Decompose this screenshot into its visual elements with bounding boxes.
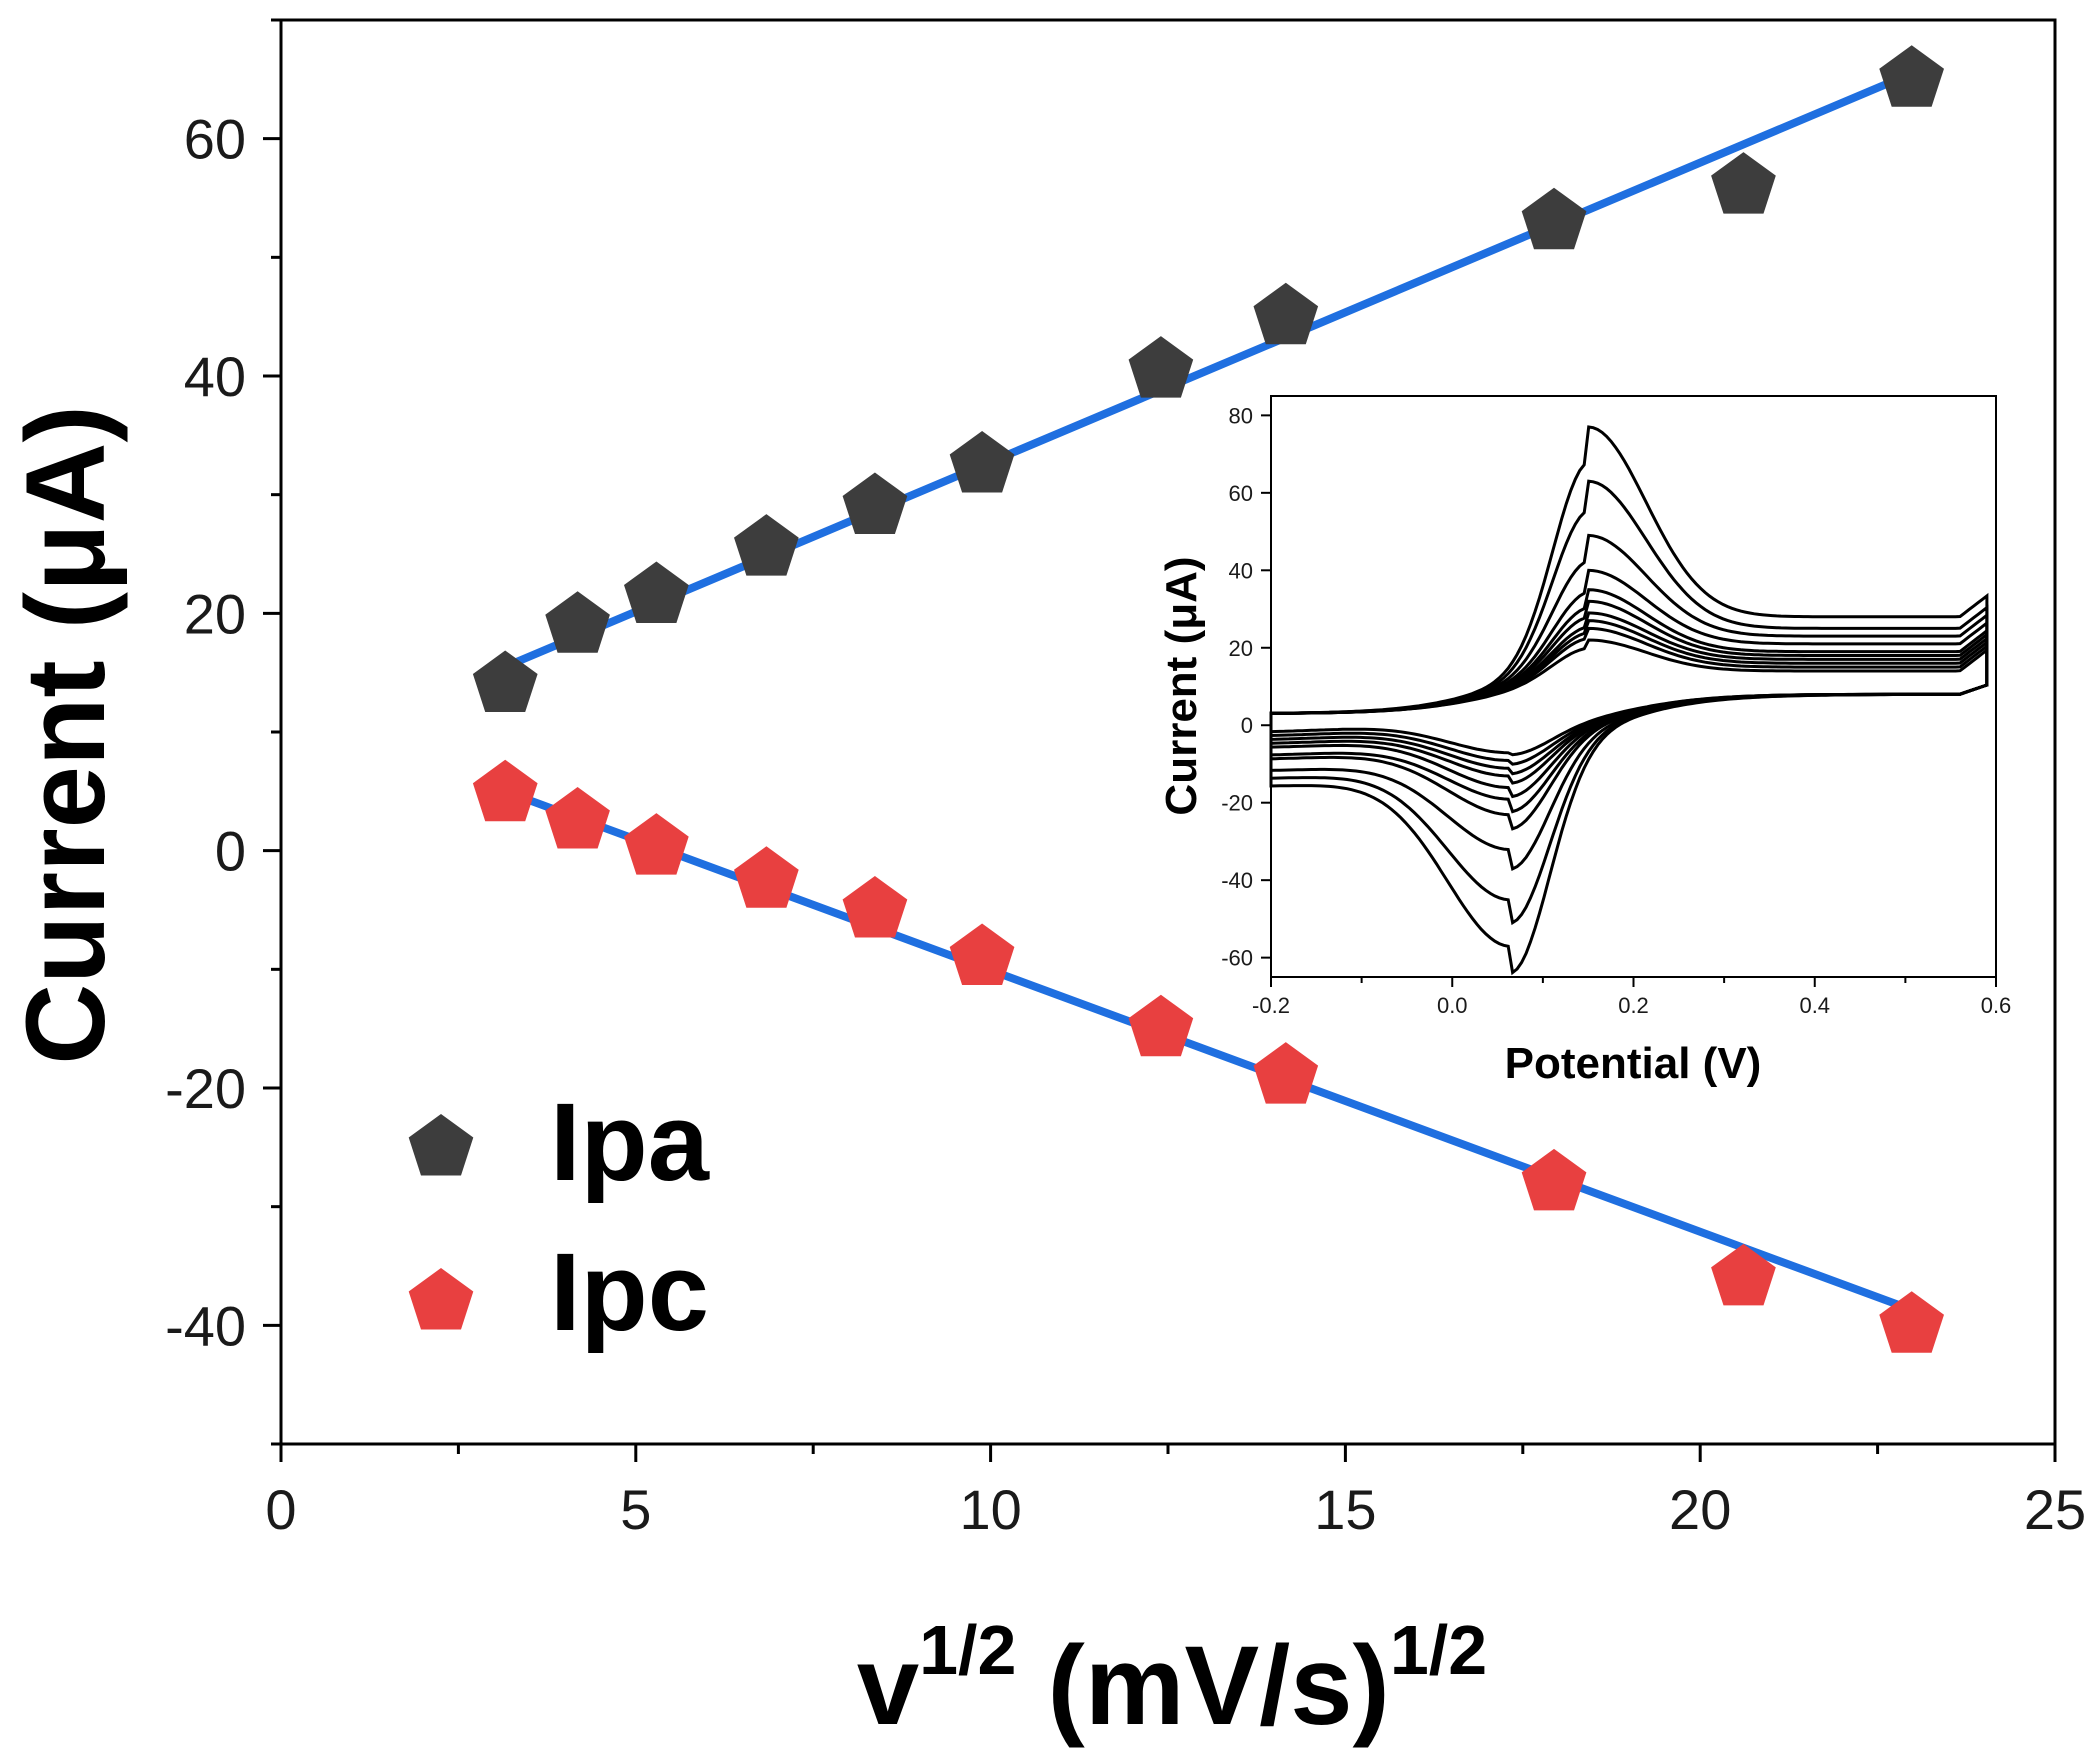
x-tick-label: 0 [265, 1478, 296, 1541]
inset-cv-curves [1269, 425, 1989, 976]
inset-x-tick-label: 0.6 [1981, 993, 2012, 1018]
y-tick-label: 0 [215, 820, 246, 883]
data-point-ipa [1879, 45, 1944, 107]
inset-x-axis-label: Potential (V) [1505, 1039, 1762, 1088]
data-point-ipa [545, 591, 610, 653]
data-point-ipa [1521, 187, 1587, 250]
main-data-points [472, 45, 1944, 1353]
inset-y-tick-label: -40 [1221, 868, 1253, 893]
legend-label-ipa: Ipa [550, 1081, 710, 1204]
cv-curve [1269, 425, 1989, 976]
inset-chart: -0.2 0.0 0.2 0.4 0.6 -60 -40 -20 0 20 40 60 80 Curre… [1157, 395, 2011, 1088]
inset-y-tick-label: 60 [1229, 481, 1253, 506]
data-point-ipa [472, 650, 538, 712]
data-point-ipc [1128, 994, 1194, 1057]
y-tick-label: -40 [165, 1294, 246, 1357]
legend-markers [408, 1114, 474, 1330]
x-label-rest: (mV/s) [1016, 1623, 1389, 1748]
data-point-ipc [842, 876, 908, 938]
data-point-ipa [1128, 336, 1194, 398]
main-x-axis-label: v1/2 (mV/s)1/2 [857, 1611, 1487, 1748]
inset-x-tick-label: 0.4 [1799, 993, 1830, 1018]
data-point-ipc [949, 923, 1015, 985]
inset-y-axis-label: Current (μA) [1157, 556, 1206, 815]
inset-y-tick-label: -60 [1221, 946, 1253, 971]
inset-y-tick-label: -20 [1221, 791, 1253, 816]
data-point-ipa [842, 472, 908, 534]
data-point-ipa [1253, 282, 1319, 345]
main-axis-ticks [263, 18, 2057, 1462]
legend-marker-ipc [408, 1268, 474, 1330]
x-tick-label: 10 [959, 1478, 1021, 1541]
inset-x-tick-label: 0.2 [1618, 993, 1649, 1018]
data-point-ipc [1879, 1291, 1944, 1353]
data-point-ipc [1711, 1243, 1776, 1306]
inset-axis-ticks [1261, 414, 1997, 987]
x-tick-label: 5 [620, 1478, 651, 1541]
data-point-ipc [1253, 1042, 1319, 1104]
data-point-ipc [624, 813, 689, 875]
y-tick-label: 40 [184, 345, 246, 408]
data-point-ipa [949, 431, 1015, 493]
data-point-ipa [734, 514, 799, 576]
data-point-ipc [1521, 1148, 1587, 1211]
main-tick-labels: 0 5 10 15 20 25 -40 -20 0 20 40 60 [165, 108, 2086, 1541]
x-label-base: v [857, 1623, 919, 1748]
data-point-ipa [624, 561, 689, 623]
x-tick-label: 15 [1314, 1478, 1376, 1541]
legend-marker-ipa [408, 1114, 474, 1176]
inset-y-tick-label: 80 [1229, 403, 1253, 428]
x-label-sup2: 1/2 [1390, 1611, 1487, 1689]
inset-y-tick-label: 0 [1241, 713, 1253, 738]
fit-line [501, 69, 1916, 671]
legend: Ipa Ipc [408, 1081, 710, 1354]
inset-background [1271, 396, 1996, 977]
data-point-ipc [545, 787, 610, 849]
legend-label-ipc: Ipc [550, 1231, 709, 1354]
inset-x-tick-label: 0.0 [1437, 993, 1468, 1018]
data-point-ipc [472, 759, 538, 822]
y-tick-label: -20 [165, 1057, 246, 1120]
inset-y-tick-label: 20 [1229, 636, 1253, 661]
main-y-axis-label: Current (μA) [3, 405, 128, 1065]
data-point-ipa [1711, 152, 1776, 214]
y-tick-label: 60 [184, 108, 246, 171]
data-point-ipc [734, 846, 799, 908]
inset-y-tick-label: 40 [1229, 558, 1253, 583]
y-tick-label: 20 [184, 582, 246, 645]
x-tick-label: 25 [2024, 1478, 2086, 1541]
inset-x-tick-label: -0.2 [1252, 993, 1290, 1018]
inset-tick-labels: -0.2 0.0 0.2 0.4 0.6 -60 -40 -20 0 20 40 60 80 [1221, 403, 2011, 1018]
x-label-sup: 1/2 [919, 1611, 1016, 1689]
x-tick-label: 20 [1669, 1478, 1731, 1541]
